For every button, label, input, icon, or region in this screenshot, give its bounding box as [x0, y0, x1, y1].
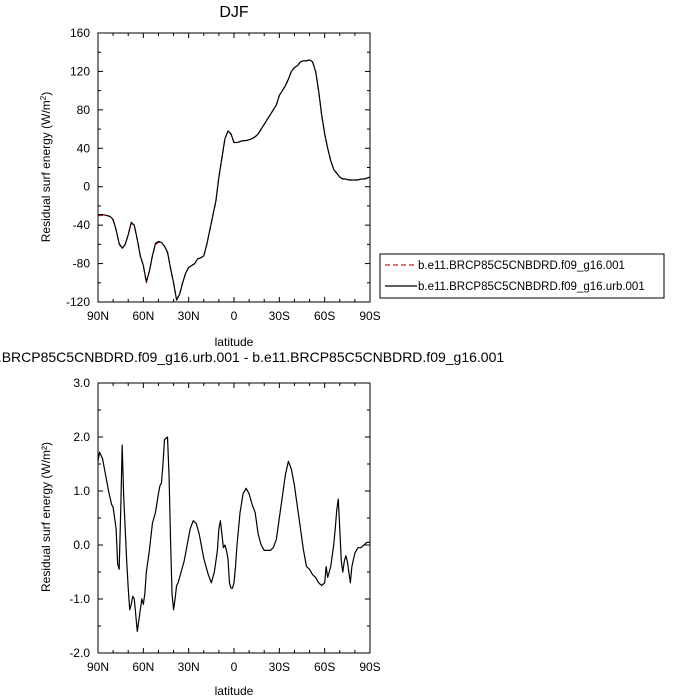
top-x-tick-label: 90N — [87, 309, 109, 323]
top-y-axis-label: Residual surf energy (W/m2) — [39, 92, 53, 243]
legend-label-series-2: b.e11.BRCP85C5CNBDRD.f09_g16.urb.001 — [418, 281, 645, 293]
top-x-tick-label: 60S — [314, 309, 335, 323]
legend-label-series-1: b.e11.BRCP85C5CNBDRD.f09_g16.001 — [418, 260, 625, 272]
top-plot-area: 90N 60N 30N 0 30S 60S 90S -120 -80 -40 0 40 80 120 160 — [66, 26, 381, 323]
top-y-tick-label: 160 — [70, 26, 90, 40]
top-x-tick-label: 30N — [178, 309, 200, 323]
bottom-chart: b.e11.BRCP85C5CNBDRD.f09_g16.urb.001 - b… — [0, 349, 504, 698]
top-x-tick-label: 30S — [269, 309, 290, 323]
bottom-chart-title: b.e11.BRCP85C5CNBDRD.f09_g16.urb.001 - b… — [0, 349, 504, 365]
legend-box — [379, 253, 665, 299]
top-y-tick-label: -120 — [66, 295, 90, 309]
top-series-line-2 — [98, 59, 371, 301]
top-x-axis-label: latitude — [215, 335, 254, 349]
top-x-tick-label: 0 — [231, 309, 238, 323]
bottom-y-axis-label: Residual surf energy (W/m²) — [39, 442, 53, 592]
bottom-x-axis-label: latitude — [215, 684, 254, 698]
bottom-y-tick-label: -1.0 — [69, 592, 90, 606]
bottom-x-tick-label: 60N — [132, 660, 154, 674]
top-x-tick-label: 90S — [359, 309, 380, 323]
bottom-x-tick-label: 30S — [269, 660, 290, 674]
bottom-y-tick-label: -2.0 — [69, 646, 90, 660]
top-x-tick-label: 60N — [132, 309, 154, 323]
top-y-tick-label: 120 — [70, 64, 90, 78]
bottom-series-line-1 — [97, 436, 370, 632]
top-chart-legend: b.e11.BRCP85C5CNBDRD.f09_g16.001 b.e11.B… — [379, 253, 665, 299]
bottom-y-tick-label: 1.0 — [73, 484, 90, 498]
top-y-tick-label: -40 — [73, 218, 91, 232]
top-chart-title: DJF — [219, 4, 249, 21]
top-plot-frame — [97, 32, 371, 303]
top-y-tick-label: 40 — [77, 141, 91, 155]
top-y-tick-label: 80 — [77, 103, 91, 117]
bottom-x-tick-label: 60S — [314, 660, 335, 674]
bottom-x-tick-label: 30N — [178, 660, 200, 674]
bottom-plot-frame — [97, 382, 371, 654]
bottom-x-tick-label: 0 — [231, 660, 238, 674]
bottom-y-tick-label: 3.0 — [73, 376, 90, 390]
top-y-tick-label: -80 — [73, 257, 91, 271]
top-y-tick-label: 0 — [83, 180, 90, 194]
bottom-plot-area: 90N 60N 30N 0 30S 60S 90S -2.0 -1.0 0.0 1.0 2.0 3.0 — [69, 376, 380, 674]
bottom-x-tick-label: 90S — [359, 660, 380, 674]
top-chart: DJF 90N 60N 30N 0 30S 60S 90S -120 -80 -40 0 40 80 12… — [39, 4, 665, 349]
bottom-y-tick-label: 2.0 — [73, 430, 90, 444]
top-series-line-1 — [98, 59, 371, 300]
bottom-y-tick-label: 0.0 — [73, 538, 90, 552]
bottom-x-tick-label: 90N — [87, 660, 109, 674]
